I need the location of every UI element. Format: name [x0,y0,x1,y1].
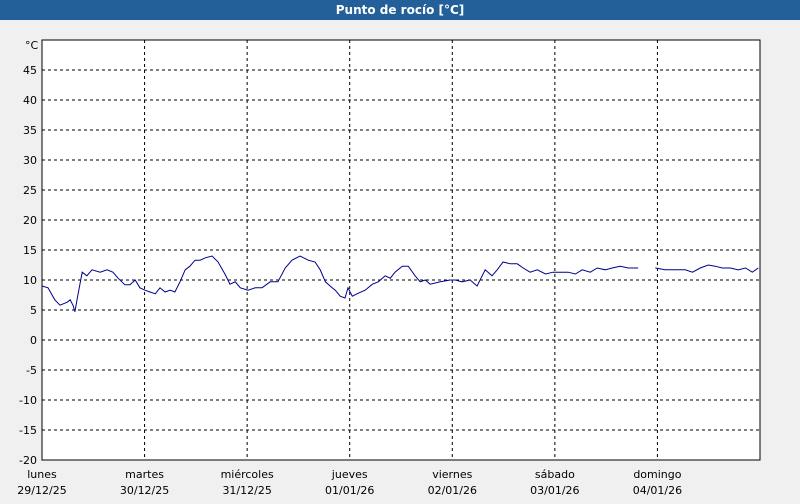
x-tick-label: lunes [27,468,57,481]
y-tick-label: 35 [23,124,37,137]
x-tick-label: 01/01/26 [325,484,374,497]
x-tick-label: viernes [432,468,472,481]
y-tick-label: -10 [19,394,37,407]
chart-title: Punto de rocío [°C] [336,3,465,17]
title-bar [0,0,800,20]
y-tick-label: 20 [23,214,37,227]
plot-area [41,39,761,461]
x-tick-label: 30/12/25 [120,484,169,497]
x-tick-label: 04/01/26 [633,484,682,497]
x-tick-label: jueves [331,468,368,481]
x-tick-label: domingo [633,468,681,481]
x-tick-label: martes [125,468,164,481]
y-tick-label: -15 [19,424,37,437]
x-tick-label: 31/12/25 [222,484,271,497]
y-tick-label: -5 [26,364,37,377]
y-unit: °C [25,39,39,52]
y-tick-label: 15 [23,244,37,257]
y-tick-label: 30 [23,154,37,167]
x-tick-label: sábado [535,468,575,481]
y-tick-label: 40 [23,94,37,107]
y-tick-label: -20 [19,454,37,467]
line [41,255,759,312]
x-tick-label: miércoles [221,468,274,481]
x-tick-label: 29/12/25 [17,484,66,497]
y-tick-label: 25 [23,184,37,197]
y-tick-label: 10 [23,274,37,287]
x-tick-label: 03/01/26 [530,484,579,497]
y-tick-label: 5 [30,304,37,317]
y-tick-label: 45 [23,64,37,77]
y-tick-label: 0 [30,334,37,347]
x-tick-label: 02/01/26 [428,484,477,497]
